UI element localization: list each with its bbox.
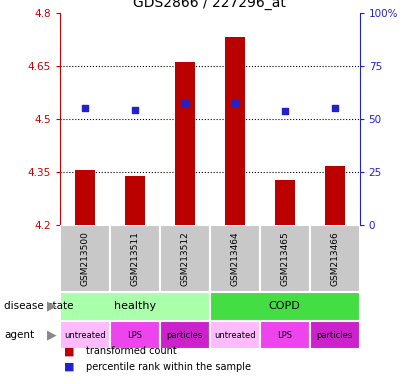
Text: ■: ■ bbox=[64, 346, 74, 356]
Point bbox=[132, 106, 138, 113]
Text: transformed count: transformed count bbox=[86, 346, 177, 356]
Bar bbox=[75, 170, 95, 225]
Text: ■: ■ bbox=[64, 362, 74, 372]
Bar bbox=[325, 166, 344, 225]
Bar bbox=[210, 321, 260, 349]
Bar bbox=[210, 292, 360, 321]
Text: agent: agent bbox=[4, 330, 34, 340]
Bar bbox=[275, 180, 295, 225]
Text: GSM213512: GSM213512 bbox=[180, 231, 189, 286]
Bar bbox=[224, 37, 245, 225]
Text: GSM213511: GSM213511 bbox=[130, 231, 139, 286]
Text: healthy: healthy bbox=[113, 301, 156, 311]
Text: COPD: COPD bbox=[269, 301, 300, 311]
Point bbox=[231, 100, 238, 106]
Point bbox=[181, 100, 188, 106]
Bar bbox=[60, 321, 110, 349]
Text: LPS: LPS bbox=[127, 331, 142, 339]
Bar bbox=[210, 225, 260, 292]
Text: untreated: untreated bbox=[214, 331, 255, 339]
Bar bbox=[125, 176, 145, 225]
Bar bbox=[309, 225, 360, 292]
Text: percentile rank within the sample: percentile rank within the sample bbox=[86, 362, 251, 372]
Bar bbox=[260, 225, 309, 292]
Title: GDS2866 / 227296_at: GDS2866 / 227296_at bbox=[133, 0, 286, 10]
Text: GSM213500: GSM213500 bbox=[80, 231, 89, 286]
Point bbox=[81, 105, 88, 111]
Text: GSM213465: GSM213465 bbox=[280, 231, 289, 286]
Bar bbox=[159, 321, 210, 349]
Text: particles: particles bbox=[316, 331, 353, 339]
Bar bbox=[60, 292, 210, 321]
Text: GSM213464: GSM213464 bbox=[230, 231, 239, 286]
Bar bbox=[175, 62, 195, 225]
Text: LPS: LPS bbox=[277, 331, 292, 339]
Text: particles: particles bbox=[166, 331, 203, 339]
Text: GSM213466: GSM213466 bbox=[330, 231, 339, 286]
Bar bbox=[260, 321, 309, 349]
Point bbox=[281, 108, 288, 114]
Text: ▶: ▶ bbox=[47, 329, 57, 341]
Text: disease state: disease state bbox=[4, 301, 74, 311]
Bar bbox=[159, 225, 210, 292]
Point bbox=[331, 105, 338, 111]
Bar bbox=[110, 225, 159, 292]
Bar bbox=[60, 225, 110, 292]
Bar bbox=[309, 321, 360, 349]
Bar bbox=[110, 321, 159, 349]
Text: ▶: ▶ bbox=[47, 300, 57, 313]
Text: untreated: untreated bbox=[64, 331, 105, 339]
